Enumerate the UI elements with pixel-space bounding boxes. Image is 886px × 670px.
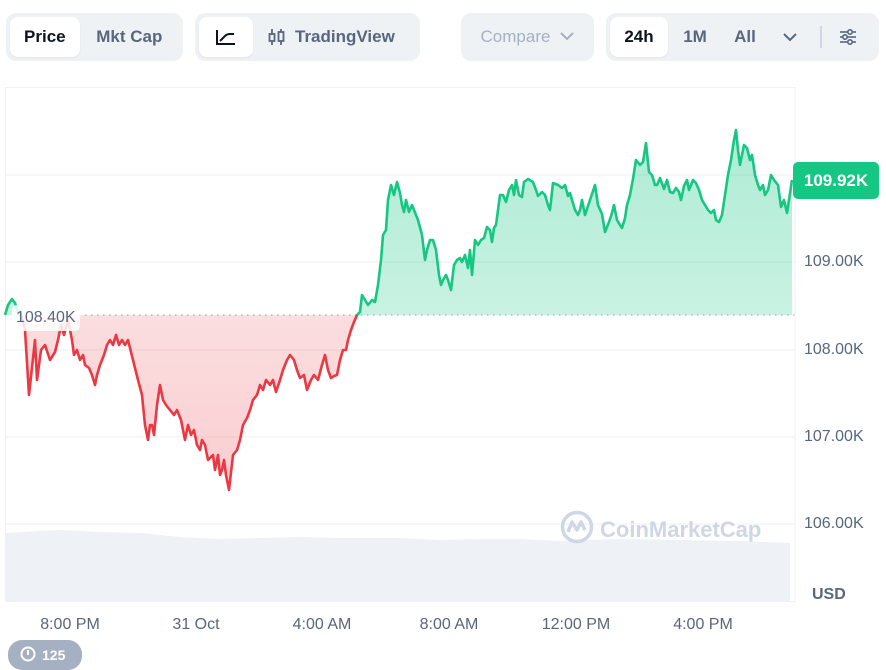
chart-settings-button[interactable] — [830, 17, 866, 57]
clock-icon — [20, 646, 36, 665]
tab-all[interactable]: All — [734, 27, 756, 46]
y-axis-label: 106.00K — [804, 515, 864, 532]
tab-1m[interactable]: 1M — [683, 27, 707, 46]
notification-badge[interactable]: 125 — [8, 640, 82, 670]
chevron-down-icon — [560, 28, 575, 46]
x-axis-label: 8:00 PM — [40, 616, 100, 633]
y-axis-label: 109.00K — [804, 253, 864, 270]
volume-bars — [6, 530, 790, 602]
compare-dropdown[interactable]: Compare — [461, 13, 594, 61]
current-price-tag: 109.92K — [793, 162, 879, 199]
chart-toolbar: Price Mkt Cap TradingView Compare 24h 1M… — [0, 13, 886, 61]
sliders-icon — [838, 28, 858, 46]
divider — [820, 26, 822, 48]
tradingview-label: TradingView — [295, 27, 395, 46]
chevron-down-icon — [783, 32, 797, 42]
coinmarketcap-watermark: CoinMarketCap — [560, 510, 761, 550]
tab-24h[interactable]: 24h — [610, 17, 668, 57]
baseline-price-label: 108.40K — [12, 305, 80, 331]
x-axis-label: 4:00 AM — [292, 616, 352, 633]
range-more-dropdown[interactable] — [768, 17, 812, 57]
candlestick-icon — [267, 28, 287, 46]
chart-type-tabs: Price Mkt Cap — [6, 13, 183, 61]
tab-tradingview[interactable]: TradingView — [253, 17, 409, 57]
tab-mkt-cap[interactable]: Mkt Cap — [96, 27, 163, 46]
coinmarketcap-logo-icon — [560, 510, 594, 550]
x-axis-label: 12:00 PM — [541, 616, 611, 633]
x-axis-label: 4:00 PM — [673, 616, 733, 633]
watermark-text: CoinMarketCap — [600, 517, 762, 542]
tab-price[interactable]: Price — [10, 17, 80, 57]
x-axis-label: 31 Oct — [172, 616, 220, 633]
y-axis-label: 108.00K — [804, 341, 864, 358]
time-range-tabs: 24h 1M All — [606, 13, 879, 61]
x-axis-label: 8:00 AM — [419, 616, 479, 633]
price-chart-plot — [3, 88, 796, 602]
chart-view-tabs: TradingView — [195, 13, 420, 61]
compare-label: Compare — [480, 27, 551, 46]
line-chart-icon — [215, 28, 237, 46]
badge-count: 125 — [42, 647, 66, 663]
currency-label: USD — [812, 586, 846, 603]
y-axis-label: 107.00K — [804, 428, 864, 445]
tab-line-chart[interactable] — [199, 17, 253, 57]
